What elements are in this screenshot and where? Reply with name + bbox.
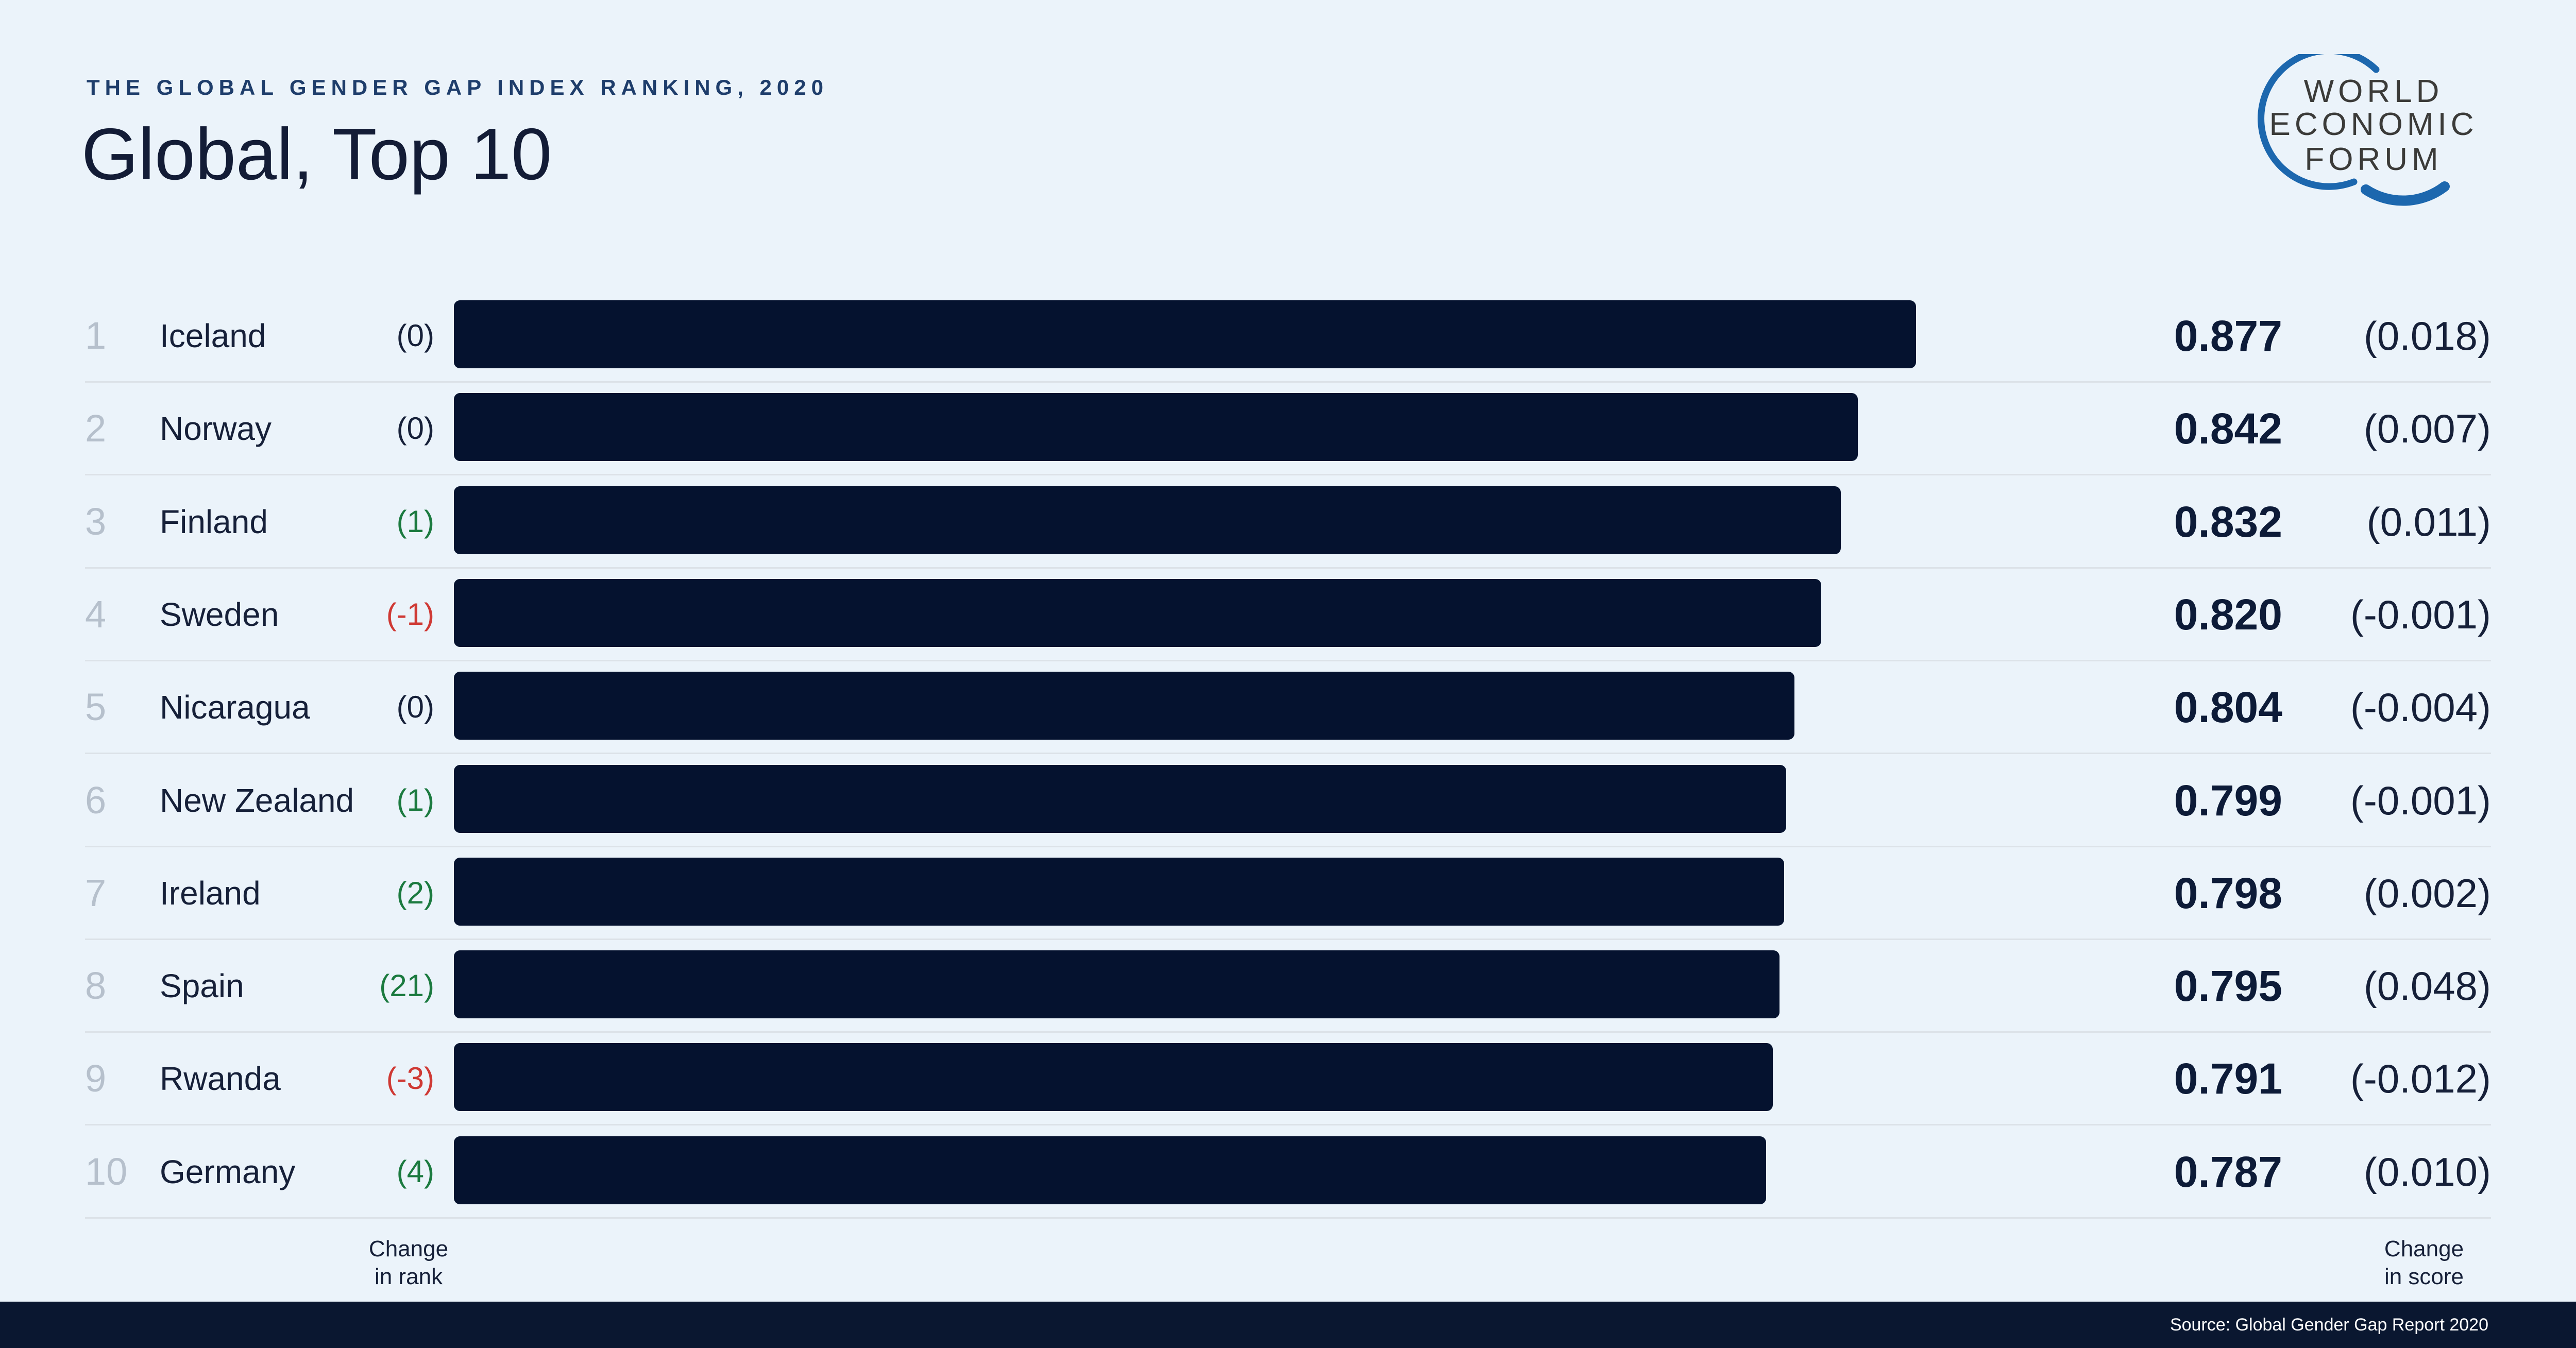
score-change-value: (-0.012) bbox=[2350, 1056, 2491, 1101]
table-row: 2 Norway (0) 0.842 (0.007) bbox=[0, 382, 2576, 475]
rank-number: 6 bbox=[85, 779, 107, 822]
score-change-value: (0.007) bbox=[2363, 406, 2491, 451]
row-separator bbox=[85, 753, 2491, 754]
rank-number: 1 bbox=[85, 314, 107, 357]
rank-change-value: (2) bbox=[396, 876, 434, 910]
country-name: Sweden bbox=[160, 596, 279, 633]
rank-number: 8 bbox=[85, 964, 107, 1007]
change-in-score-note-line1: Change bbox=[2384, 1236, 2464, 1261]
score-bar bbox=[454, 765, 1786, 833]
logo-arc-icon bbox=[2258, 54, 2380, 190]
table-row: 1 Iceland (0) 0.877 (0.018) bbox=[0, 289, 2576, 383]
score-value: 0.820 bbox=[2174, 590, 2282, 639]
table-row: 4 Sweden (-1) 0.820 (-0.001) bbox=[0, 568, 2576, 661]
country-name: Spain bbox=[160, 967, 244, 1004]
country-name: Ireland bbox=[160, 875, 261, 912]
table-row: 7 Ireland (2) 0.798 (0.002) bbox=[0, 847, 2576, 940]
table-row: 5 Nicaragua (0) 0.804 (-0.004) bbox=[0, 661, 2576, 754]
score-change-value: (0.011) bbox=[2366, 499, 2491, 544]
source-credit: Source: Global Gender Gap Report 2020 bbox=[2170, 1315, 2488, 1335]
row-separator bbox=[85, 1124, 2491, 1125]
page-title: Global, Top 10 bbox=[81, 113, 552, 195]
score-bar bbox=[454, 1043, 1773, 1111]
rank-number: 2 bbox=[85, 407, 107, 450]
row-separator bbox=[85, 1031, 2491, 1033]
rank-number: 10 bbox=[85, 1150, 128, 1193]
score-value: 0.795 bbox=[2174, 962, 2282, 1010]
score-change-value: (0.048) bbox=[2363, 963, 2491, 1009]
change-in-rank-note-line1: Change bbox=[368, 1236, 449, 1261]
row-separator bbox=[85, 939, 2491, 940]
score-bar bbox=[454, 950, 1780, 1018]
score-value: 0.877 bbox=[2174, 312, 2282, 360]
score-bar bbox=[454, 579, 1821, 647]
rank-change-value: (1) bbox=[396, 783, 434, 817]
row-separator bbox=[85, 567, 2491, 569]
change-in-score-note-line2: in score bbox=[2384, 1264, 2464, 1289]
score-bar bbox=[454, 486, 1841, 554]
score-change-value: (-0.001) bbox=[2350, 778, 2491, 823]
table-row: 8 Spain (21) 0.795 (0.048) bbox=[0, 940, 2576, 1033]
score-bar bbox=[454, 393, 1858, 461]
change-in-score-note: Change in score bbox=[2321, 1235, 2527, 1291]
country-name: Finland bbox=[160, 503, 268, 540]
table-row: 10 Germany (4) 0.787 (0.010) bbox=[0, 1125, 2576, 1219]
row-separator bbox=[85, 1217, 2491, 1219]
table-row: 9 Rwanda (-3) 0.791 (-0.012) bbox=[0, 1032, 2576, 1125]
table-row: 6 New Zealand (1) 0.799 (-0.001) bbox=[0, 754, 2576, 847]
score-change-value: (-0.004) bbox=[2350, 685, 2491, 730]
score-value: 0.791 bbox=[2174, 1054, 2282, 1103]
score-bar bbox=[454, 672, 1794, 740]
rank-number: 9 bbox=[85, 1057, 107, 1100]
change-in-rank-note-line2: in rank bbox=[374, 1264, 443, 1289]
row-separator bbox=[85, 381, 2491, 383]
rank-change-value: (4) bbox=[396, 1154, 434, 1189]
score-change-value: (0.010) bbox=[2363, 1149, 2491, 1195]
row-separator bbox=[85, 660, 2491, 661]
change-in-rank-note: Change in rank bbox=[306, 1235, 512, 1291]
score-value: 0.842 bbox=[2174, 404, 2282, 453]
rank-change-value: (-1) bbox=[386, 597, 434, 632]
score-bar bbox=[454, 858, 1784, 926]
footer-bar: Source: Global Gender Gap Report 2020 bbox=[0, 1302, 2576, 1348]
rank-change-value: (1) bbox=[396, 504, 434, 539]
score-value: 0.804 bbox=[2174, 683, 2282, 731]
rank-number: 3 bbox=[85, 500, 107, 543]
logo-line-forum: FORUM bbox=[2304, 142, 2442, 177]
rank-change-value: (0) bbox=[396, 318, 434, 353]
country-name: New Zealand bbox=[160, 782, 354, 819]
score-value: 0.799 bbox=[2174, 776, 2282, 825]
logo-line-economic: ECONOMIC bbox=[2269, 107, 2478, 142]
row-separator bbox=[85, 474, 2491, 475]
rank-change-value: (-3) bbox=[386, 1061, 434, 1096]
rank-change-value: (0) bbox=[396, 690, 434, 724]
rank-number: 7 bbox=[85, 872, 107, 914]
country-name: Rwanda bbox=[160, 1060, 281, 1097]
country-name: Norway bbox=[160, 410, 272, 447]
logo-arc-bottom-icon bbox=[2361, 181, 2450, 206]
score-change-value: (0.002) bbox=[2363, 871, 2491, 916]
score-value: 0.832 bbox=[2174, 498, 2282, 546]
score-value: 0.787 bbox=[2174, 1148, 2282, 1196]
row-separator bbox=[85, 846, 2491, 847]
country-name: Nicaragua bbox=[160, 689, 310, 726]
logo-line-world: WORLD bbox=[2304, 74, 2444, 109]
rank-number: 5 bbox=[85, 686, 107, 728]
score-bar bbox=[454, 1136, 1766, 1204]
score-value: 0.798 bbox=[2174, 869, 2282, 917]
rank-change-value: (21) bbox=[379, 968, 434, 1003]
rank-number: 4 bbox=[85, 593, 107, 636]
score-change-value: (-0.001) bbox=[2350, 592, 2491, 637]
country-name: Iceland bbox=[160, 317, 266, 354]
kicker-title: THE GLOBAL GENDER GAP INDEX RANKING, 202… bbox=[87, 75, 828, 99]
score-change-value: (0.018) bbox=[2363, 313, 2491, 359]
rank-change-value: (0) bbox=[396, 411, 434, 446]
table-row: 3 Finland (1) 0.832 (0.011) bbox=[0, 475, 2576, 569]
country-name: Germany bbox=[160, 1153, 296, 1190]
score-bar bbox=[454, 300, 1916, 368]
world-economic-forum-logo: WORLD ECONOMIC FORUM bbox=[2258, 54, 2478, 206]
